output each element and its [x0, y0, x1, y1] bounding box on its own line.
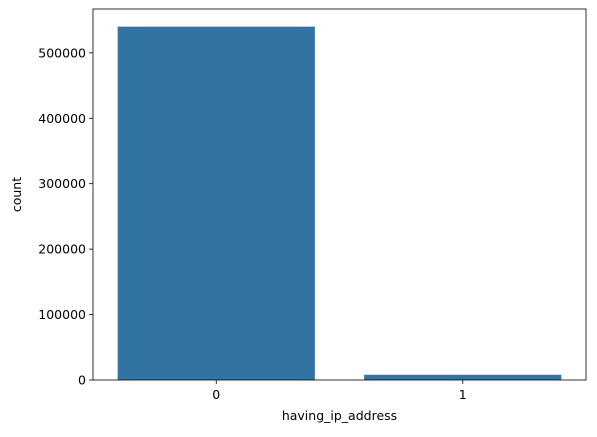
bar-0 — [117, 26, 315, 381]
y-tick-label-100000: 100000 — [38, 307, 86, 322]
y-tick-label-500000: 500000 — [38, 45, 86, 60]
y-axis: 0 100000 200000 300000 400000 500000 — [38, 45, 93, 388]
y-tick-label-200000: 200000 — [38, 242, 86, 257]
y-axis-label: count — [9, 177, 24, 212]
y-tick-label-400000: 400000 — [38, 111, 86, 126]
y-tick-label-0: 0 — [78, 373, 86, 388]
y-tick-label-300000: 300000 — [38, 176, 86, 191]
bars-group — [117, 26, 562, 381]
x-tick-label-0: 0 — [212, 387, 220, 402]
plot-frame — [92, 8, 587, 381]
x-tick-label-1: 1 — [459, 387, 467, 402]
bar-1 — [364, 374, 562, 380]
x-axis-label: having_ip_address — [282, 408, 397, 423]
